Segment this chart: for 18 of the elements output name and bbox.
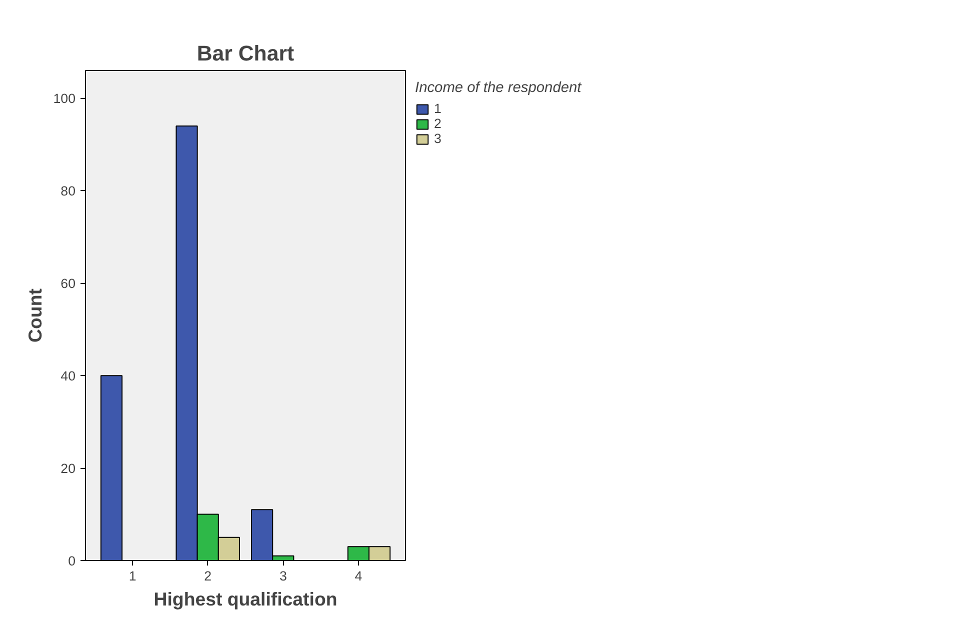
- y-tick-label: 0: [68, 554, 76, 568]
- legend-title: Income of the respondent: [415, 80, 582, 96]
- y-tick-label: 100: [53, 91, 76, 106]
- y-tick-label: 80: [60, 184, 76, 199]
- y-tick-label: 20: [60, 461, 76, 476]
- legend-label: 3: [434, 131, 442, 146]
- y-axis-title: Count: [24, 288, 46, 342]
- x-tick-label: 3: [279, 568, 287, 584]
- legend-label: 2: [434, 116, 442, 131]
- x-tick-label: 4: [354, 568, 363, 584]
- x-tick-label: 1: [128, 568, 136, 584]
- bar: [100, 375, 123, 560]
- chart-title: Bar Chart: [196, 42, 294, 66]
- y-tick-label: 60: [60, 276, 76, 292]
- y-tick-label: 40: [60, 368, 76, 384]
- legend-label: 1: [434, 101, 442, 116]
- x-axis-title: Highest qualification: [154, 588, 338, 610]
- x-tick-label: 2: [204, 568, 212, 584]
